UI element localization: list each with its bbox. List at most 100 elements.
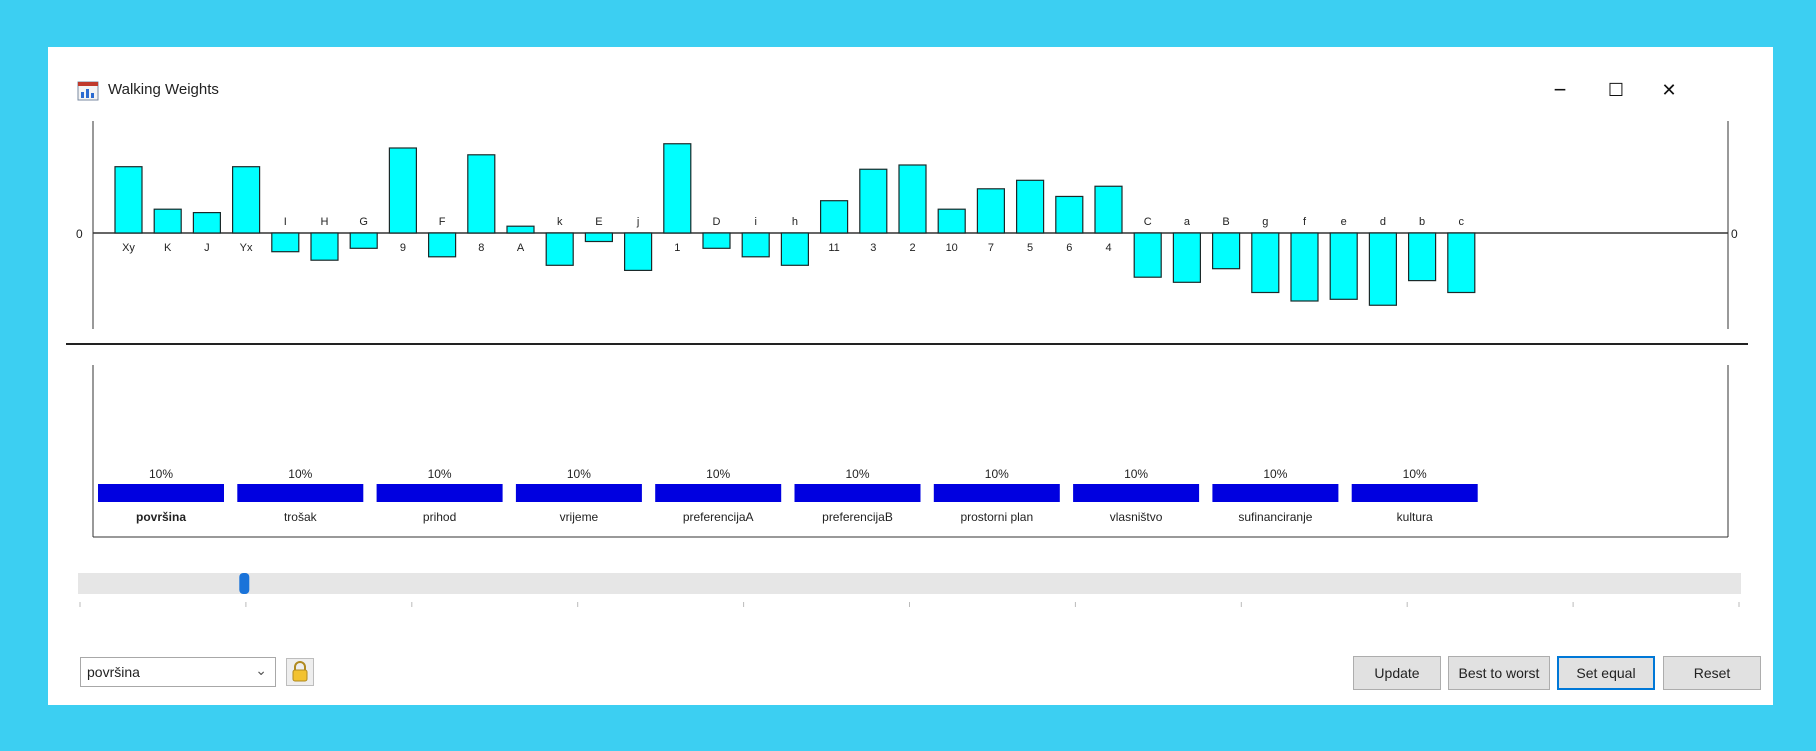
alternative-bar: [114, 166, 143, 234]
alternative-label: 7: [988, 242, 994, 254]
criterion-weight-bar[interactable]: [1351, 484, 1478, 502]
alternative-bar: [1015, 179, 1045, 234]
alternative-label: Yx: [240, 242, 253, 254]
alternative-label: h: [792, 216, 798, 228]
minimize-button[interactable]: −: [1545, 75, 1575, 105]
alternative-label: 5: [1027, 242, 1033, 254]
title-bar[interactable]: Walking Weights − ☐ ✕: [48, 47, 1773, 107]
alternative-bar: [1172, 232, 1202, 283]
slider-track[interactable]: [78, 573, 1741, 594]
criterion-dropdown[interactable]: površina ⌄: [80, 657, 276, 687]
criterion-weight-value: 10%: [845, 467, 869, 481]
update-button[interactable]: Update: [1353, 656, 1441, 690]
alternative-bar: [232, 166, 261, 234]
lock-icon: [292, 661, 308, 682]
criterion-label[interactable]: preferencijaB: [822, 510, 893, 524]
set-equal-button[interactable]: Set equal: [1557, 656, 1655, 690]
criterion-label[interactable]: trošak: [284, 510, 318, 524]
alternative-bar: [898, 164, 927, 234]
alternative-bar: [192, 212, 221, 234]
alternative-bar: [1211, 232, 1241, 270]
criterion-dropdown-value: površina: [87, 664, 140, 680]
criterion-weight-bar[interactable]: [1212, 484, 1339, 502]
alternative-bar: [349, 232, 378, 249]
alternative-bar: [780, 232, 810, 266]
criterion-label[interactable]: prihod: [423, 510, 456, 524]
alternative-label: i: [754, 216, 756, 228]
alternative-label: g: [1262, 216, 1268, 228]
criterion-weight-value: 10%: [1124, 467, 1148, 481]
minimize-icon: −: [1553, 77, 1567, 102]
criterion-label[interactable]: preferencijaA: [683, 510, 754, 524]
criterion-weight-bar[interactable]: [515, 484, 642, 502]
chevron-down-icon: ⌄: [255, 662, 267, 678]
alternative-label: j: [636, 216, 639, 228]
alternative-label: d: [1380, 216, 1386, 228]
criterion-weight-value: 10%: [1403, 467, 1427, 481]
criterion-weight-value: 10%: [288, 467, 312, 481]
alternative-bar: [153, 208, 182, 234]
best-to-worst-button[interactable]: Best to worst: [1448, 656, 1550, 690]
alternative-bar: [467, 154, 496, 234]
alternative-bar: [310, 232, 339, 261]
chart-window-icon: [77, 81, 99, 101]
alternative-bar: [388, 147, 417, 234]
reset-button[interactable]: Reset: [1663, 656, 1761, 690]
criterion-weight-bar[interactable]: [1073, 484, 1200, 502]
alternative-bar: [623, 232, 653, 272]
criterion-weight-bar[interactable]: [237, 484, 364, 502]
weight-slider[interactable]: [78, 573, 1741, 607]
alternative-label: 10: [946, 242, 958, 254]
criterion-weight-value: 10%: [985, 467, 1009, 481]
alternative-label: b: [1419, 216, 1425, 228]
alternative-label: J: [204, 242, 210, 254]
alternative-bar: [1329, 232, 1358, 300]
criterion-label[interactable]: prostorni plan: [960, 510, 1033, 524]
alternative-bar: [1094, 185, 1123, 234]
alternative-label: Xy: [122, 242, 135, 254]
alternative-label: 1: [674, 242, 680, 254]
alternative-label: E: [595, 216, 602, 228]
criterion-label[interactable]: kultura: [1397, 510, 1433, 524]
alternative-bar: [271, 232, 300, 253]
alternative-label: B: [1222, 216, 1229, 228]
alternative-label: F: [439, 216, 446, 228]
alternative-bar: [506, 225, 535, 234]
alternative-bar: [428, 232, 457, 258]
alternative-label: D: [713, 216, 721, 228]
criterion-weight-bar[interactable]: [933, 484, 1060, 502]
alternative-label: A: [517, 242, 525, 254]
alternative-bar: [1447, 232, 1476, 294]
maximize-button[interactable]: ☐: [1601, 75, 1631, 105]
criterion-weight-value: 10%: [149, 467, 173, 481]
criterion-weight-value: 10%: [1263, 467, 1287, 481]
criterion-label[interactable]: vlasništvo: [1110, 510, 1163, 524]
zero-label-left: 0: [76, 227, 83, 241]
alternative-bar: [1133, 232, 1162, 278]
alternative-bar: [1055, 195, 1084, 234]
criterion-label[interactable]: sufinanciranje: [1238, 510, 1312, 524]
criterion-weight-bar[interactable]: [655, 484, 782, 502]
alternative-label: c: [1459, 216, 1465, 228]
alternative-bar: [741, 232, 770, 258]
criterion-label[interactable]: vrijeme: [560, 510, 599, 524]
lock-button[interactable]: [286, 658, 314, 686]
criterion-label[interactable]: površina: [136, 510, 186, 524]
criterion-weight-value: 10%: [428, 467, 452, 481]
criterion-weight-bar[interactable]: [98, 484, 224, 502]
close-button[interactable]: ✕: [1654, 75, 1684, 105]
alternative-bar: [1251, 232, 1280, 294]
zero-label-right: 0: [1731, 227, 1738, 241]
alternative-bar: [819, 200, 849, 234]
alternative-label: a: [1184, 216, 1191, 228]
alternative-bar: [1368, 232, 1398, 306]
alternative-bar: [859, 168, 888, 234]
alternative-label: I: [284, 216, 287, 228]
criterion-weight-bar[interactable]: [794, 484, 921, 502]
alternative-label: 2: [909, 242, 915, 254]
slider-thumb[interactable]: [239, 573, 250, 594]
criterion-weight-bar[interactable]: [376, 484, 503, 502]
